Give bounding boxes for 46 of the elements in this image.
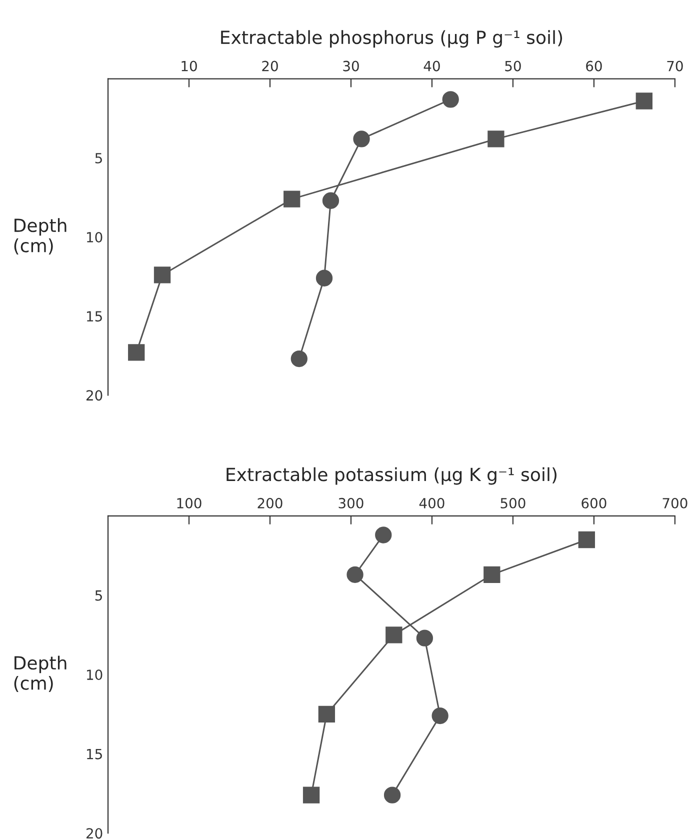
x-tick-label: 200 bbox=[258, 498, 282, 508]
point bbox=[316, 270, 333, 286]
point bbox=[386, 626, 402, 644]
x-tick-label: 500 bbox=[500, 498, 526, 508]
x-tick-label: 40 bbox=[424, 60, 440, 72]
x-tick-label: 60 bbox=[586, 60, 602, 72]
y-tick-label: 10 bbox=[87, 232, 102, 242]
point bbox=[432, 707, 448, 724]
point bbox=[318, 706, 336, 723]
y-tick-label: 5 bbox=[95, 590, 102, 601]
x-tick-label: 400 bbox=[419, 498, 444, 508]
point bbox=[484, 566, 500, 583]
x-tick-label: 700 bbox=[662, 498, 688, 508]
point bbox=[284, 190, 300, 208]
x-tick-label: 70 bbox=[667, 60, 683, 72]
x-tick-label: 100 bbox=[177, 498, 202, 508]
x-tick-label: 30 bbox=[343, 60, 359, 72]
y-tick-label: 15 bbox=[87, 311, 102, 322]
point bbox=[578, 531, 595, 548]
point bbox=[488, 130, 504, 148]
x-tick-label: 300 bbox=[338, 498, 364, 508]
point bbox=[375, 526, 392, 544]
point bbox=[128, 344, 145, 361]
point bbox=[154, 266, 171, 284]
y-axis-title: Depth (cm) bbox=[14, 218, 66, 254]
y-axis-title: Depth (cm) bbox=[14, 656, 66, 692]
y-tick-label: 10 bbox=[87, 670, 102, 680]
point bbox=[346, 566, 364, 583]
x-tick-label: 600 bbox=[582, 498, 606, 508]
y-tick-label: 20 bbox=[86, 390, 102, 401]
x-tick-label: 10 bbox=[182, 60, 197, 72]
x-axis-title: Extractable phosphorus (μg P g⁻¹ soil) bbox=[221, 30, 562, 48]
x-tick-label: 50 bbox=[505, 60, 521, 72]
point bbox=[353, 130, 370, 148]
y-tick-label: 15 bbox=[87, 748, 102, 760]
y-tick-label: 20 bbox=[86, 828, 102, 839]
point bbox=[302, 786, 320, 804]
point bbox=[290, 350, 308, 368]
y-tick-label: 5 bbox=[95, 153, 102, 164]
x-axis-title: Extractable potassium (μg K g⁻¹ soil) bbox=[226, 467, 556, 485]
point bbox=[442, 91, 459, 108]
point bbox=[416, 630, 434, 646]
point bbox=[384, 786, 401, 804]
point bbox=[322, 192, 340, 209]
point bbox=[636, 92, 652, 110]
x-tick-label: 20 bbox=[262, 60, 278, 72]
